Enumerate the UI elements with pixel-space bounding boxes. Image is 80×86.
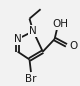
Text: OH: OH xyxy=(53,19,69,29)
Text: N: N xyxy=(14,34,22,44)
Text: Br: Br xyxy=(25,74,37,84)
Text: N: N xyxy=(29,26,37,36)
Text: O: O xyxy=(69,41,78,51)
